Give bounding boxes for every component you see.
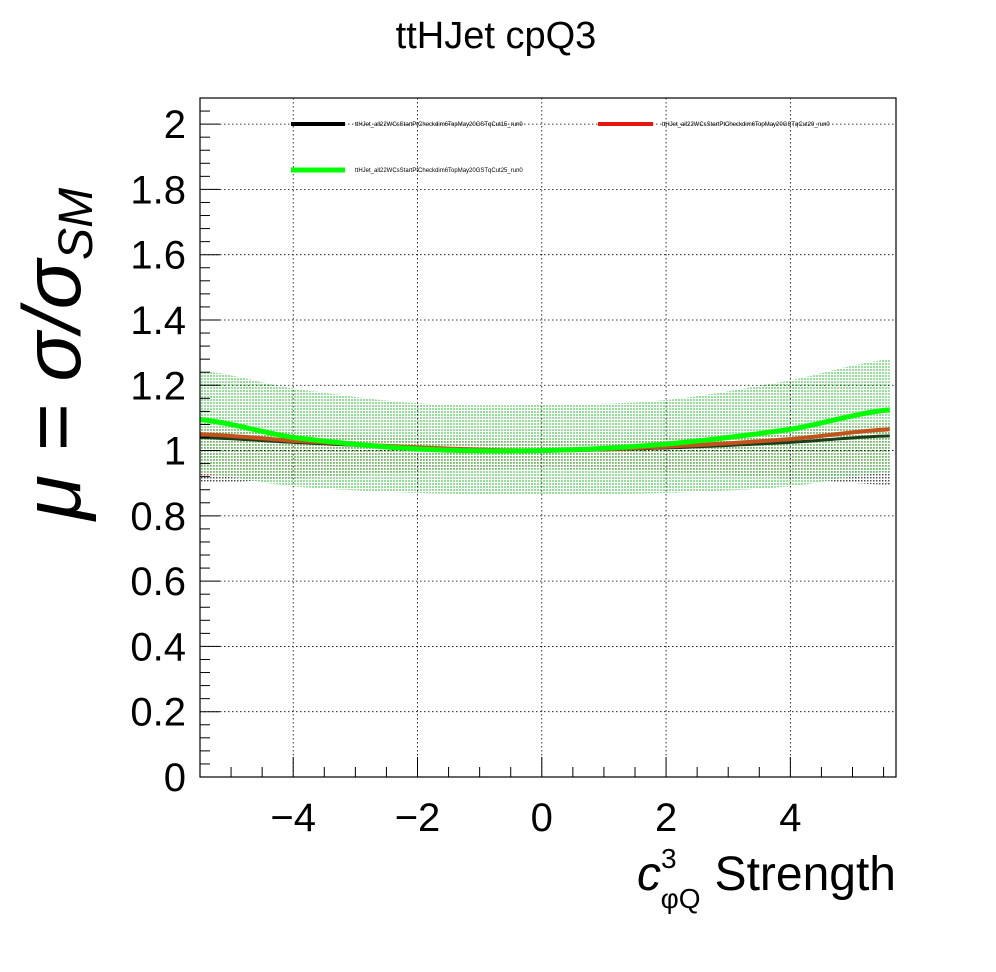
- x-tick-label: 4: [779, 796, 801, 840]
- y-tick-label: 0.2: [130, 691, 186, 735]
- y-tick-label: 0.8: [130, 495, 186, 539]
- axis-ticks: [199, 97, 885, 778]
- x-tick-label: −4: [270, 796, 316, 840]
- y-axis-label: μ = σ/σSM: [7, 188, 103, 522]
- series-lines: [199, 407, 891, 454]
- x-axis-label-superscript: 3: [661, 843, 677, 874]
- legend-label-2: ttHJet_all22WCsStartPtCheckdim6TopMay20G…: [662, 122, 830, 128]
- x-axis-label-symbol: c: [637, 848, 661, 901]
- y-tick-label: 0.4: [130, 625, 186, 669]
- y-tick-label: 2: [164, 103, 186, 147]
- x-axis-label-subscript: φQ: [661, 883, 701, 914]
- y-tick-label: 1: [164, 430, 186, 474]
- series-line-3: [199, 407, 891, 454]
- legend-label-1: ttHJet_all22WCsStartPtCheckdim6TopMay20G…: [355, 122, 523, 128]
- x-tick-labels: −4 −2 0 2 4: [270, 796, 801, 840]
- legend: ttHJet_all22WCsStartPtCheckdim6TopMay20G…: [291, 122, 830, 174]
- y-axis-label-main: μ = σ/σ: [7, 256, 98, 522]
- y-tick-label: 0: [164, 756, 186, 800]
- y-tick-label: 1.2: [130, 364, 186, 408]
- y-tick-label: 0.6: [130, 560, 186, 604]
- x-tick-label: 0: [531, 796, 553, 840]
- y-tick-label: 1.6: [130, 234, 186, 278]
- y-tick-label: 1.4: [130, 299, 186, 343]
- x-tick-label: −2: [395, 796, 441, 840]
- x-tick-label: 2: [655, 796, 677, 840]
- y-tick-label: 1.8: [130, 168, 186, 212]
- x-axis-label-text: Strength: [715, 848, 896, 901]
- uncertainty-bands: [200, 359, 890, 495]
- legend-label-3: ttHJet_all22WCsStartPtCheckdim6TopMay20G…: [355, 168, 523, 174]
- chart-title: ttHJet cpQ3: [396, 15, 597, 57]
- y-tick-labels: 0 0.2 0.4 0.6 0.8 1 1.2 1.4 1.6 1.8 2: [130, 103, 186, 800]
- y-axis-label-subscript: SM: [50, 188, 103, 260]
- x-axis-label: c3 φQ Strength: [637, 843, 896, 914]
- band-3: [200, 359, 890, 495]
